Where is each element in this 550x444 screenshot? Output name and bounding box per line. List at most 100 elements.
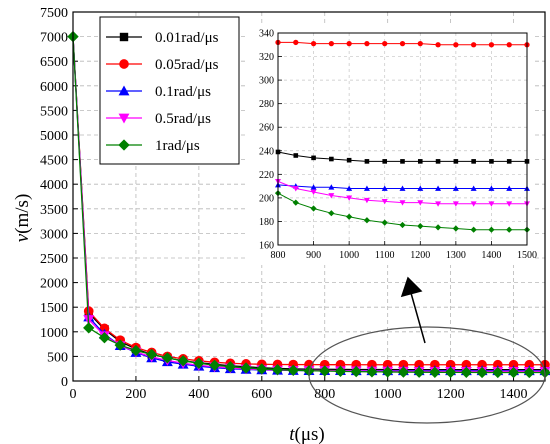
inset-data-point xyxy=(452,201,459,207)
inset-data-point xyxy=(488,201,495,207)
x-tick-label: 1000 xyxy=(374,387,402,402)
legend-entry: 0.01rad/μs xyxy=(106,30,219,46)
inset-data-point xyxy=(452,225,459,232)
y-tick-label: 4000 xyxy=(40,178,68,193)
y-tick-label: 3000 xyxy=(40,227,68,242)
inset-plot-frame xyxy=(277,32,528,246)
inset-data-point xyxy=(329,156,334,162)
data-point xyxy=(161,352,174,364)
data-point xyxy=(492,366,504,379)
inset-data-point xyxy=(382,159,388,164)
data-point xyxy=(145,348,158,361)
x-axis-variable: t xyxy=(289,424,295,444)
main-plot-frame xyxy=(72,11,546,382)
inset-data-point xyxy=(346,185,353,191)
data-point xyxy=(476,366,488,379)
legend-label: 0.01rad/μs xyxy=(155,30,219,46)
inset-data-point xyxy=(470,185,477,191)
inset-data-point xyxy=(417,159,423,164)
inset-data-point xyxy=(417,185,424,191)
inset-data-point xyxy=(399,185,406,191)
inset-data-point xyxy=(506,226,513,233)
data-point xyxy=(350,365,362,378)
inset-data-point xyxy=(452,185,459,191)
inset-x-tick-label: 1300 xyxy=(446,250,466,261)
y-axis-variable: v xyxy=(12,233,33,242)
legend-marker xyxy=(118,85,130,96)
y-tick-label: 7000 xyxy=(40,31,68,46)
inset-data-point xyxy=(506,42,512,48)
y-tick-label: 0 xyxy=(61,375,68,390)
inset-data-point xyxy=(435,201,442,207)
x-tick-label: 400 xyxy=(188,387,209,402)
y-axis-unit: (m/s) xyxy=(12,194,33,234)
inset-y-tick-label: 340 xyxy=(259,29,274,40)
data-point xyxy=(240,362,252,374)
inset-data-point xyxy=(506,185,513,191)
inset-data-point xyxy=(293,153,299,158)
data-point xyxy=(366,366,378,378)
y-tick-label: 6000 xyxy=(40,80,68,95)
inset-data-point xyxy=(470,226,477,233)
inset-x-tick-label: 800 xyxy=(271,250,286,261)
inset-data-point xyxy=(400,159,405,164)
inset-series-4 xyxy=(274,190,531,233)
y-tick-label: 1000 xyxy=(40,326,68,341)
inset-data-point xyxy=(328,193,335,199)
inset-data-point xyxy=(399,40,406,47)
x-tick-label: 800 xyxy=(314,387,335,402)
inset-data-point xyxy=(506,159,512,164)
y-tick-label: 5500 xyxy=(40,104,68,119)
y-tick-label: 2000 xyxy=(40,277,68,292)
data-point xyxy=(83,322,95,334)
inset-data-point xyxy=(488,185,495,191)
data-point xyxy=(287,364,299,376)
data-point xyxy=(256,363,268,375)
data-point xyxy=(413,366,425,378)
data-point xyxy=(444,366,457,379)
inset-data-point xyxy=(292,186,299,192)
data-point xyxy=(523,366,535,379)
inset-data-point xyxy=(381,185,388,191)
inset-y-tick-label: 240 xyxy=(259,146,274,157)
legend-entry: 0.1rad/μs xyxy=(106,84,211,100)
inset-data-point xyxy=(381,199,388,205)
x-tick-label: 1200 xyxy=(437,387,465,402)
legend-entry: 0.05rad/μs xyxy=(106,57,219,73)
x-axis-title: t(μs) xyxy=(289,424,325,444)
inset-data-point xyxy=(328,40,335,47)
inset-chart: 800 900 1000 1100 1200 1300 1400 1500 160 180 200 2… xyxy=(248,25,537,265)
inset-data-point xyxy=(310,40,317,47)
inset-data-point xyxy=(363,217,371,224)
legend-marker xyxy=(119,59,129,69)
y-tick-label: 5000 xyxy=(40,129,68,144)
inset-data-point xyxy=(435,42,441,48)
x-tick-label: 0 xyxy=(70,387,77,402)
main-ticks: 0 200 400 600 800 1000 1200 1400 0 500 1000 1500 200… xyxy=(40,6,528,402)
svg-text:t(μs): t(μs) xyxy=(289,424,325,444)
inset-y-tick-label: 260 xyxy=(259,123,274,134)
inset-data-point xyxy=(363,197,370,204)
y-tick-label: 3500 xyxy=(40,203,68,218)
inset-y-tick-label: 180 xyxy=(259,217,274,228)
legend-marker xyxy=(119,32,129,42)
inset-data-point xyxy=(346,40,352,47)
inset-y-tick-label: 320 xyxy=(259,52,274,63)
legend-marker xyxy=(118,139,130,151)
data-point xyxy=(319,365,331,377)
x-axis-unit: (μs) xyxy=(295,424,325,444)
inset-y-tick-label: 200 xyxy=(259,193,274,204)
y-tick-label: 4500 xyxy=(40,154,68,169)
inset-data-point xyxy=(417,223,424,230)
inset-data-point xyxy=(364,159,370,164)
inset-data-point xyxy=(453,42,459,48)
data-point xyxy=(177,355,189,367)
zoom-region-ellipse xyxy=(308,326,546,424)
inset-y-tick-label: 220 xyxy=(259,170,274,181)
data-point xyxy=(507,366,520,379)
y-tick-label: 2500 xyxy=(40,252,68,267)
inset-data-point xyxy=(381,219,388,226)
data-point xyxy=(98,332,111,344)
inset-data-point xyxy=(417,200,424,206)
